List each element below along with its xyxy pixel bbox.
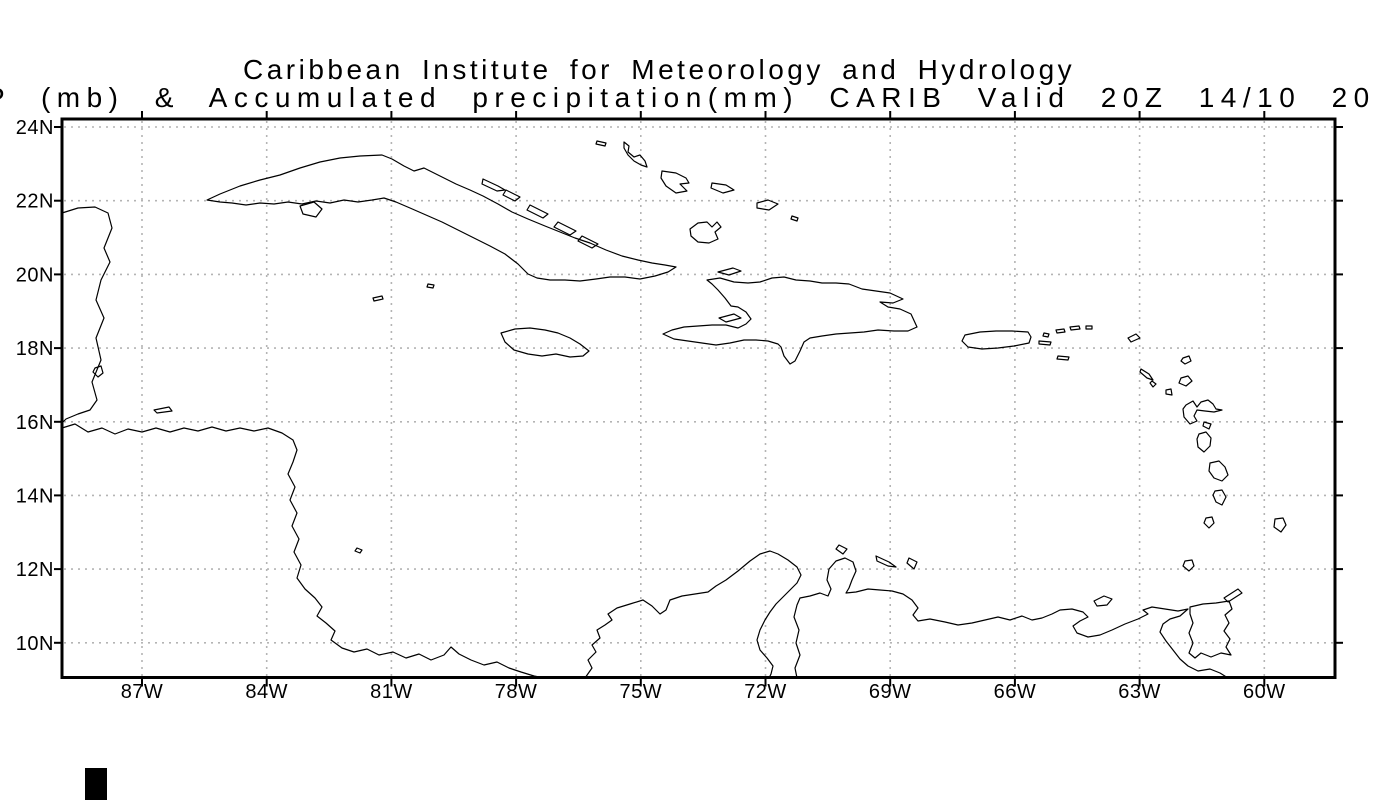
coastline-isla-juventud (299, 201, 323, 218)
coastline-cuba-cay-4 (553, 221, 577, 236)
coastline-cuba-cay-2 (502, 189, 521, 202)
coastlines (61, 140, 1287, 679)
lat-label: 18N (16, 338, 54, 360)
lat-label: 12N (16, 559, 54, 581)
coastline-gonave-island (718, 313, 742, 323)
coastline-tobago (1223, 588, 1243, 603)
coastline-puerto-rico (961, 330, 1032, 350)
coastline-curacao (875, 555, 897, 568)
coastline-cuba-cay-3 (526, 204, 549, 219)
lon-label: 87W (121, 681, 164, 703)
coastline-colombia-maracaibo (584, 550, 802, 679)
lon-label: 60W (1243, 681, 1286, 703)
map-frame (60, 117, 1337, 679)
coastline-cuba-cay-1 (481, 178, 506, 192)
coastline-san-andres-island (354, 547, 363, 554)
coastline-grenada (1182, 559, 1195, 572)
coastline-st-kitts (1139, 368, 1154, 381)
coastline-honduras-nicaragua-panama (61, 423, 545, 679)
coastline-aruba (835, 544, 848, 555)
coastline-cuba-cay-5 (577, 235, 599, 249)
coastline-great-inagua (689, 221, 722, 244)
coastline-venezuela (793, 557, 1229, 679)
coastline-nevis (1149, 380, 1157, 388)
coastline-st-thomas (1055, 328, 1066, 334)
coastline-turneffe-island (92, 365, 104, 378)
coastline-exuma-cay (595, 140, 607, 147)
coastline-cuba (206, 154, 677, 282)
coastline-marie-galante (1202, 421, 1212, 430)
coastline-margarita (1093, 595, 1113, 607)
coastline-roatan-island (153, 406, 173, 414)
lon-label: 72W (744, 681, 787, 703)
lon-label: 63W (1118, 681, 1161, 703)
lat-label: 20N (16, 264, 54, 286)
coastline-hispaniola (662, 276, 918, 365)
coastline-virgin-gorda (1085, 325, 1093, 330)
coastline-st-martin (1127, 333, 1141, 343)
coastline-tortola (1069, 325, 1081, 331)
lon-label: 78W (495, 681, 538, 703)
coastline-little-cayman (426, 283, 435, 289)
coastline-mayaguana (710, 182, 735, 194)
coastline-vieques (1038, 340, 1052, 346)
bottom-left-artifact-box (85, 768, 107, 800)
lon-label: 69W (869, 681, 912, 703)
lat-label: 22N (16, 191, 54, 213)
page-title: Caribbean Institute for Meteorology and … (243, 54, 1076, 85)
coastline-dominica (1196, 431, 1212, 453)
coastline-caicos (756, 199, 779, 211)
coastline-barbuda (1180, 355, 1192, 365)
coastline-tortue-island (717, 267, 742, 276)
coastline-jamaica (500, 327, 590, 358)
lon-label: 84W (245, 681, 288, 703)
lat-label: 16N (16, 412, 54, 434)
coastline-guadeloupe (1182, 399, 1223, 425)
lon-label: 75W (619, 681, 662, 703)
lat-label: 10N (16, 633, 54, 655)
coastline-turks (790, 215, 799, 222)
coastline-barbados (1273, 517, 1287, 533)
lon-label: 66W (994, 681, 1037, 703)
lon-label: 81W (370, 681, 413, 703)
coastline-st-lucia (1212, 489, 1227, 506)
coastline-culebra (1042, 332, 1050, 338)
coastline-yucatan-belize (61, 206, 113, 424)
axis-labels: 24N 22N 20N 18N 16N 14N 12N 10N 87W 84W 81W 78W 75W 7… (16, 117, 1286, 703)
coastline-grand-cayman (372, 295, 384, 302)
axis-ticks (54, 111, 1343, 687)
page-subtitle: P (mb) & Accumulated precipitation(mm) C… (0, 82, 1376, 113)
coastline-trinidad (1188, 600, 1233, 659)
lat-label: 24N (16, 117, 54, 139)
coastline-st-vincent (1203, 516, 1215, 529)
lat-label: 14N (16, 485, 54, 507)
coastline-montserrat (1165, 388, 1173, 396)
coastline-long-island-bahamas (623, 141, 648, 168)
coastline-crooked-acklins (660, 170, 690, 194)
coastline-antigua (1178, 375, 1193, 387)
coastline-bonaire (906, 557, 918, 570)
coastline-martinique (1208, 460, 1229, 482)
coastline-st-croix (1056, 355, 1070, 361)
